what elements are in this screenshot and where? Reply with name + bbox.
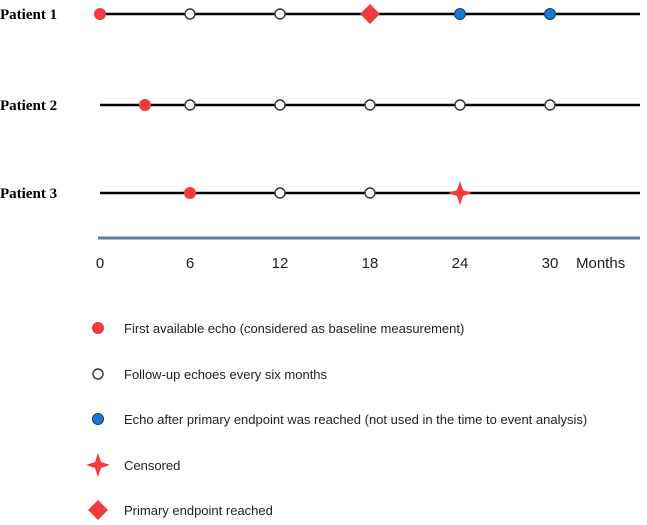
patient-row: Patient 1	[0, 4, 640, 24]
time-axis: 0 6 12 18 24 30 Months	[96, 236, 640, 272]
open-circle-icon	[184, 99, 196, 111]
open-circle-icon	[92, 368, 104, 380]
tick-label: 24	[452, 255, 469, 272]
blue-dot-icon	[92, 413, 104, 425]
red-dot-icon	[94, 8, 106, 20]
open-circle-icon	[544, 99, 556, 111]
blue-dot-icon	[544, 8, 556, 20]
legend-item: Censored	[86, 453, 180, 477]
axis-unit-label: Months	[576, 255, 625, 272]
patient-timelines: Patient 1 Patient 2 Patient 3	[0, 4, 640, 205]
diamond-icon	[360, 4, 380, 24]
open-circle-icon	[454, 99, 466, 111]
legend-label: Censored	[124, 458, 180, 473]
legend-label: Follow-up echoes every six months	[124, 367, 328, 382]
tick-label: 12	[272, 255, 289, 272]
red-dot-icon	[184, 187, 196, 199]
legend-label: Primary endpoint reached	[124, 503, 273, 518]
open-circle-icon	[274, 187, 286, 199]
open-circle-icon	[274, 99, 286, 111]
diamond-icon	[88, 500, 108, 520]
tick-label: 6	[186, 255, 194, 272]
legend-item: Echo after primary endpoint was reached …	[92, 412, 587, 427]
tick-label: 0	[96, 255, 104, 272]
red-dot-icon	[139, 99, 151, 111]
legend-item: First available echo (considered as base…	[92, 321, 464, 336]
patient-label: Patient 3	[0, 186, 57, 202]
four-point-star-icon	[448, 181, 472, 205]
blue-dot-icon	[454, 8, 466, 20]
tick-label: 30	[542, 255, 559, 272]
legend-label: Echo after primary endpoint was reached …	[124, 412, 587, 427]
open-circle-icon	[364, 187, 376, 199]
tick-label: 18	[362, 255, 379, 272]
legend-item: Follow-up echoes every six months	[92, 367, 328, 382]
open-circle-icon	[184, 8, 196, 20]
red-dot-icon	[92, 322, 104, 334]
open-circle-icon	[364, 99, 376, 111]
patient-label: Patient 1	[0, 7, 57, 23]
open-circle-icon	[274, 8, 286, 20]
legend: First available echo (considered as base…	[86, 321, 587, 520]
patient-row: Patient 3	[0, 181, 640, 205]
legend-item: Primary endpoint reached	[88, 500, 273, 520]
legend-label: First available echo (considered as base…	[124, 321, 464, 336]
patient-label: Patient 2	[0, 98, 57, 114]
four-point-star-icon	[86, 453, 110, 477]
patient-row: Patient 2	[0, 98, 640, 114]
